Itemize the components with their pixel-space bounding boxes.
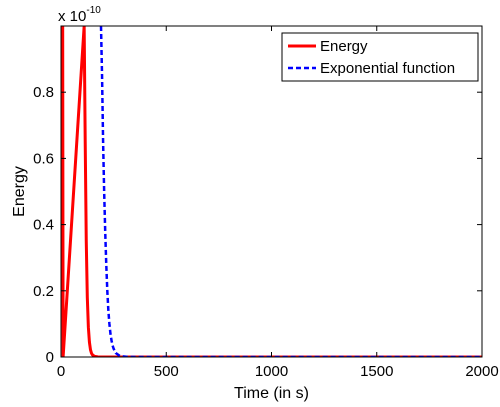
series-layer: [61, 26, 482, 357]
y-tick-label: 0.8: [33, 84, 54, 101]
x-axis-label: Time (in s): [234, 385, 309, 402]
x-tick-label: 1500: [360, 363, 393, 380]
y-tick-label: 0.4: [33, 217, 54, 234]
legend-label-energy: Energy: [320, 38, 368, 55]
y-axis-multiplier: x 10-10: [58, 5, 101, 25]
y-multiplier-exponent: -10: [86, 5, 101, 16]
series-line-exponential: [99, 26, 482, 357]
legend: Energy Exponential function: [281, 32, 479, 82]
x-tick-label: 2000: [465, 363, 498, 380]
ticks-layer: 0 500 1000 1500 2000 0 0.2 0.4 0.6 0.8: [33, 26, 499, 380]
legend-box: [281, 32, 479, 82]
x-tick-label: 500: [154, 363, 179, 380]
y-tick-label: 0.6: [33, 150, 54, 167]
x-tick-label: 1000: [255, 363, 288, 380]
series-line-energy: [61, 26, 482, 357]
y-axis-label: Energy: [11, 166, 28, 217]
y-tick-label: 0.2: [33, 283, 54, 300]
y-multiplier-base: x 10: [58, 8, 86, 25]
y-tick-label: 0: [46, 349, 54, 366]
legend-label-exponential: Exponential function: [320, 60, 455, 77]
x-tick-label: 0: [57, 363, 65, 380]
